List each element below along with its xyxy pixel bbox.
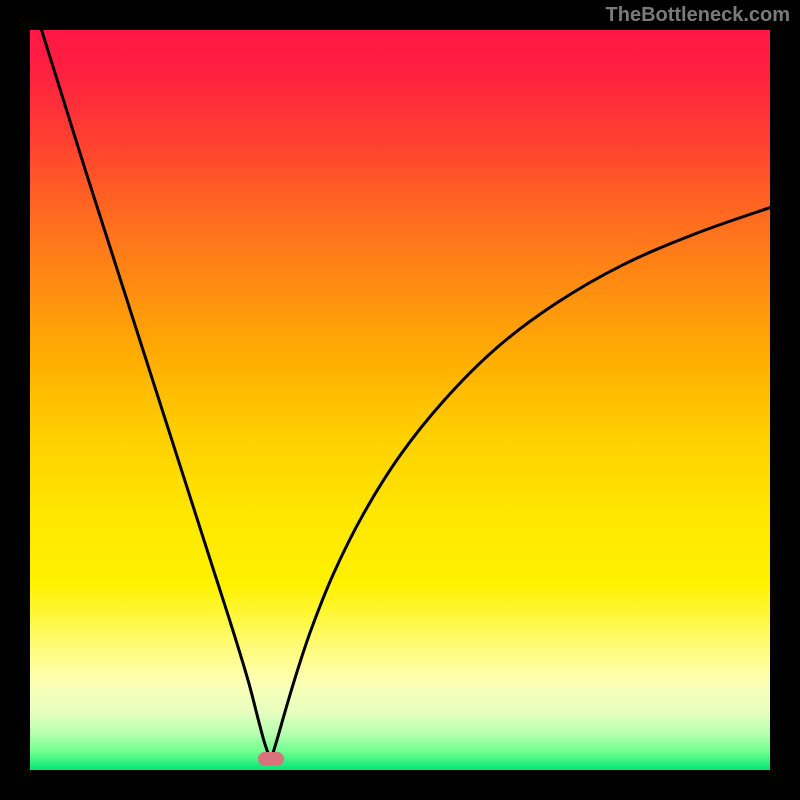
curve-svg [30,30,770,770]
bottleneck-curve [30,30,770,759]
watermark-text: TheBottleneck.com [606,4,790,27]
plot-area [30,30,770,770]
optimal-marker [258,752,284,766]
